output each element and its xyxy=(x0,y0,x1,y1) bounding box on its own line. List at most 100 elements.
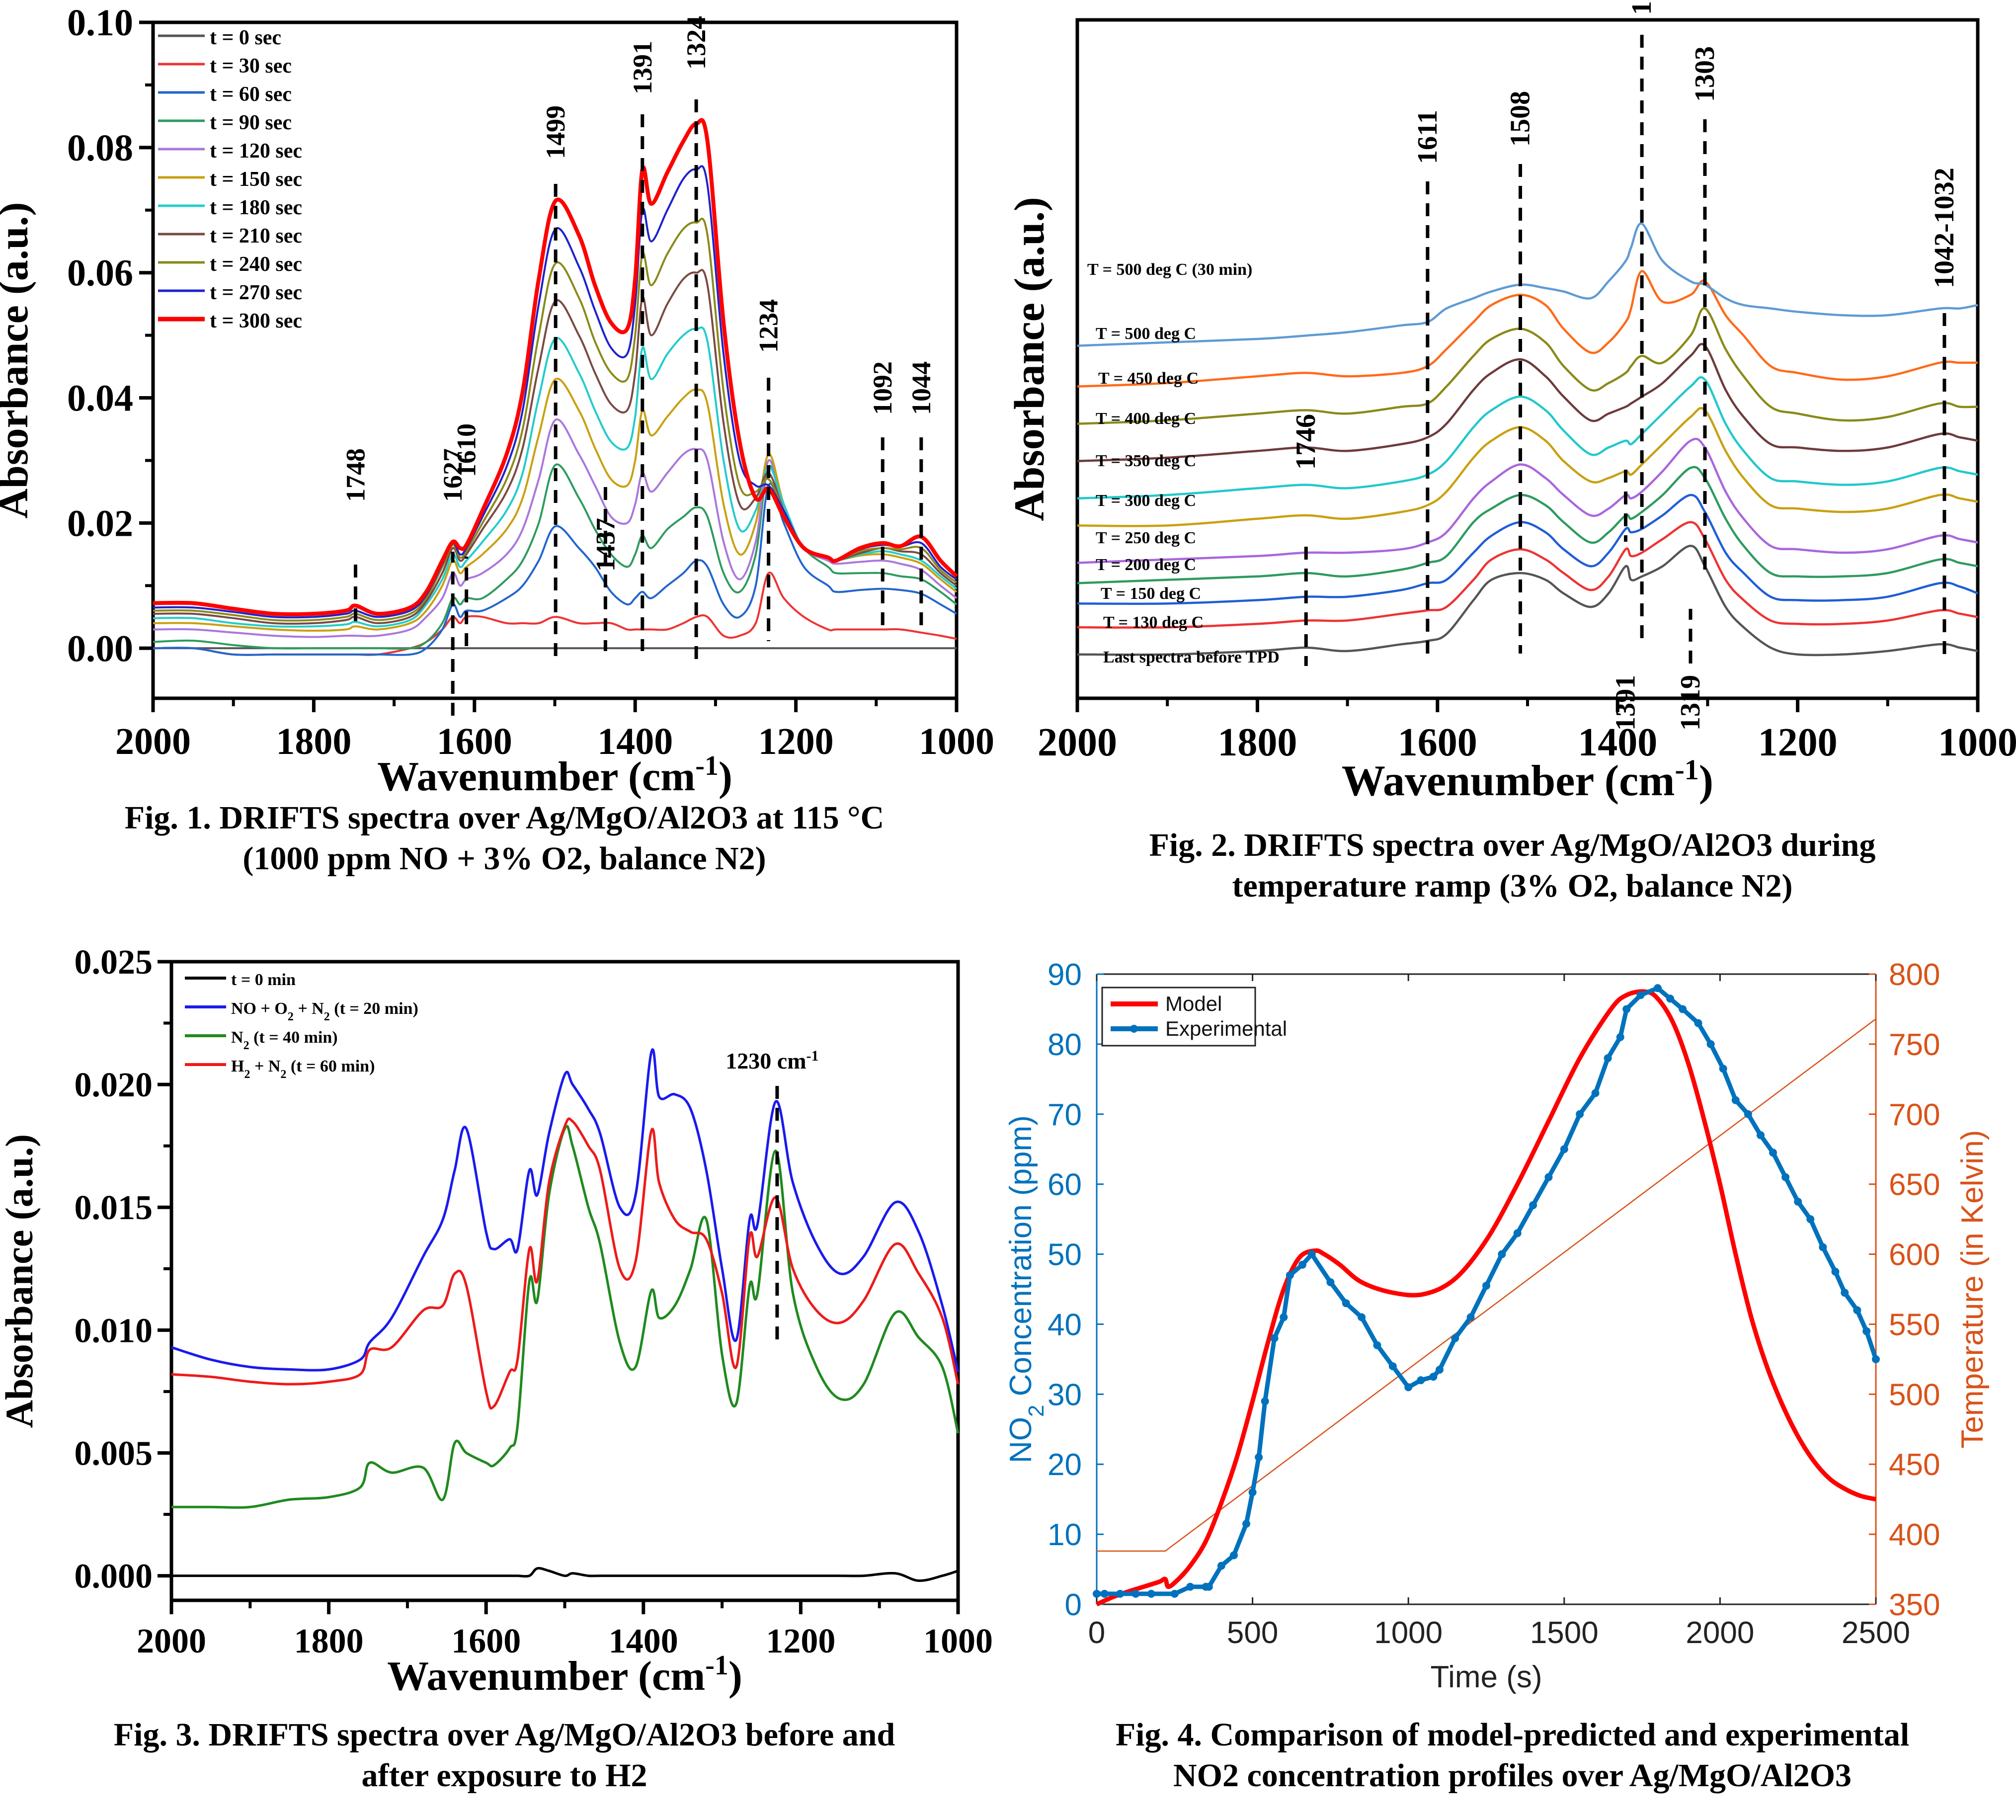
fig4-legend-box xyxy=(1101,987,1256,1047)
fig4-experimental-point xyxy=(1694,1019,1702,1027)
fig4-experimental-point xyxy=(1819,1243,1827,1251)
fig4-caption-line2: NO2 concentration profiles over Ag/MgO/A… xyxy=(1173,1757,1852,1794)
fig4-x-tick-label: 500 xyxy=(1227,1616,1278,1650)
fig2-peak-label: 1042-1032 xyxy=(1929,167,1960,288)
fig2-series-line xyxy=(1077,521,1978,629)
fig4-right-y-tick-label: 750 xyxy=(1889,1028,1940,1062)
fig1-legend-label: t = 90 sec xyxy=(210,111,292,134)
fig4-right-y-tick-label: 400 xyxy=(1889,1518,1940,1552)
fig1-legend-label: t = 150 sec xyxy=(210,168,302,191)
fig4-experimental-point xyxy=(1186,1582,1195,1591)
fig4-experimental-point xyxy=(1576,1110,1584,1118)
fig1-legend-label: t = 210 sec xyxy=(210,225,302,248)
fig4-experimental-point xyxy=(1131,1589,1140,1598)
fig3-series-line xyxy=(171,1567,959,1582)
fig1-peak-label: 1044 xyxy=(906,361,936,415)
fig4-right-y-tick-label: 800 xyxy=(1889,958,1940,992)
fig4-experimental-point xyxy=(1093,1589,1101,1598)
fig4-experimental-point xyxy=(1622,1005,1631,1013)
fig2-peak-label: 1611 xyxy=(1412,110,1443,164)
fig2-series-label: T = 300 deg C xyxy=(1096,492,1196,510)
fig4-experimental-point xyxy=(1781,1173,1790,1181)
fig1-legend-label: t = 60 sec xyxy=(210,83,292,106)
fig3-y-tick-label: 0.000 xyxy=(75,1558,153,1596)
fig1-y-tick-label: 0.06 xyxy=(67,252,133,294)
fig4-experimental-point xyxy=(1342,1299,1350,1308)
fig1-chart: 2000 1800 1600 1400 1200 1000 0.00 0.02 0.04 0.06… xyxy=(0,2,994,800)
fig4-left-y-tick-label: 80 xyxy=(1048,1028,1082,1062)
fig2-series-line xyxy=(1077,307,1978,425)
fig3-legend-label: N2 (t = 40 min) xyxy=(231,1028,338,1052)
fig4-experimental-point xyxy=(1326,1278,1335,1286)
fig4-left-y-tick-label: 50 xyxy=(1048,1238,1082,1272)
fig4-experimental-point xyxy=(1544,1173,1553,1181)
fig4-left-y-tick-label: 70 xyxy=(1048,1098,1082,1132)
fig4-experimental-point xyxy=(1560,1145,1568,1154)
fig1-legend-label: t = 0 sec xyxy=(210,26,281,49)
fig4-model-line xyxy=(1096,989,1877,1607)
fig4-right-y-tick-label: 450 xyxy=(1889,1448,1940,1482)
fig2-x-tick-label: 1400 xyxy=(1578,721,1657,764)
fig3-y-tick-label: 0.005 xyxy=(75,1434,153,1473)
fig1-x-axis-label: Wavenumber (cm-1) xyxy=(377,750,732,800)
fig3-y-tick-label: 0.025 xyxy=(75,943,153,982)
fig4-experimental-point xyxy=(1731,1096,1740,1104)
fig4-experimental-point xyxy=(1862,1327,1871,1335)
fig1-peak-label: 1437 xyxy=(590,518,620,572)
fig4-chart: 0 500 1000 1500 2000 2500 0 10 20 30 40 50 60 70 80 90 3… xyxy=(1004,958,1990,1694)
fig1-peak-label: 1092 xyxy=(868,361,897,415)
fig3-legend: t = 0 min NO + O2 + N2 (t = 20 min) N2 (t … xyxy=(185,971,418,1081)
fig4-experimental-line xyxy=(1097,986,1878,1596)
fig4-right-y-tick-label: 700 xyxy=(1889,1098,1940,1132)
fig2-series-line xyxy=(1077,466,1978,584)
fig3-y-tick-label: 0.015 xyxy=(75,1189,153,1227)
fig4-experimental-point xyxy=(1466,1313,1475,1322)
fig2-series-label: T = 150 deg C xyxy=(1101,584,1201,603)
fig4-legend-label-experimental: Experimental xyxy=(1165,1017,1287,1040)
fig4-left-y-tick-label: 10 xyxy=(1048,1518,1082,1552)
fig4-experimental-point xyxy=(1706,1040,1715,1048)
fig2-series-label: Last spectra before TPD xyxy=(1103,648,1280,666)
fig4-experimental-point xyxy=(1358,1313,1366,1322)
fig4-experimental-point xyxy=(1255,1453,1263,1462)
fig2-y-axis-label: Absorbance (a.u.) xyxy=(1005,197,1053,521)
fig4-experimental-point xyxy=(1636,991,1645,999)
fig4-left-y-axis-label: NO2 Concentration (ppm) xyxy=(1004,1115,1048,1463)
fig3-series-line xyxy=(171,1117,960,1410)
fig4-experimental-point xyxy=(1744,1110,1752,1118)
fig4-x-tick-label: 1000 xyxy=(1374,1616,1443,1650)
fig3-y-tick-label: 0.010 xyxy=(75,1312,153,1350)
fig4-legend-label-model: Model xyxy=(1165,992,1222,1015)
fig1-peak-label: 1610 xyxy=(452,423,482,477)
fig4-experimental-point xyxy=(1280,1313,1288,1322)
fig1-caption: Fig. 1. DRIFTS spectra over Ag/MgO/Al2O3… xyxy=(0,798,1009,879)
fig3-caption: Fig. 3. DRIFTS spectra over Ag/MgO/Al2O3… xyxy=(0,1715,1009,1796)
fig2-caption-line1: Fig. 2. DRIFTS spectra over Ag/MgO/Al2O3… xyxy=(1149,827,1876,863)
fig1-legend-label: t = 270 sec xyxy=(210,281,302,304)
fig1-legend: t = 0 sec t = 30 sec t = 60 sec t = 90 sec t… xyxy=(158,26,302,332)
fig4-caption: Fig. 4. Comparison of model-predicted an… xyxy=(1009,1715,2016,1796)
fig4-experimental-point xyxy=(1270,1334,1279,1342)
fig1-peak-label: 1499 xyxy=(541,105,570,159)
fig3-x-tick-label: 1000 xyxy=(923,1622,993,1660)
fig1-legend-label: t = 300 sec xyxy=(210,310,302,332)
fig2-series-line xyxy=(1077,545,1978,657)
fig3-peak-label: 1230 cm-1 xyxy=(726,1048,818,1074)
fig2-caption-line2: temperature ramp (3% O2, balance N2) xyxy=(1232,868,1793,904)
fig4-experimental-point xyxy=(1841,1289,1849,1297)
fig3-x-tick-label: 1600 xyxy=(451,1622,521,1660)
fig4-experimental-point xyxy=(1417,1376,1425,1385)
fig4-experimental-point xyxy=(1591,1089,1600,1097)
fig1-x-tick-label: 2000 xyxy=(115,721,191,762)
fig4-experimental-point xyxy=(1205,1582,1213,1591)
fig1-series-line xyxy=(153,118,958,617)
fig4-right-y-tick-label: 600 xyxy=(1889,1238,1940,1272)
fig2-series-label: T = 130 deg C xyxy=(1103,613,1204,632)
fig1-peak-label: 1748 xyxy=(340,448,370,502)
fig4-experimental-point xyxy=(1298,1260,1306,1269)
fig3-y-axis-label: Absorbance (a.u.) xyxy=(0,1134,41,1428)
fig4-experimental-point xyxy=(1100,1589,1109,1598)
fig1-x-tick-label: 1400 xyxy=(597,721,673,762)
fig2-series-label: T = 400 deg C xyxy=(1096,410,1196,428)
